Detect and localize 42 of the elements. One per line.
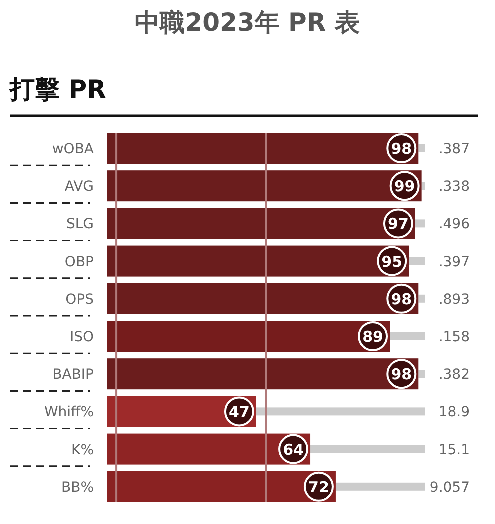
label: 97 xyxy=(383,208,414,239)
y-tick-label: BABIP xyxy=(52,367,94,384)
y-tick-label: SLG xyxy=(66,216,94,233)
label: 98 xyxy=(386,134,417,164)
text: 18.9 xyxy=(438,404,470,421)
y-tick-label: ISO xyxy=(70,330,94,346)
data-label: 98 xyxy=(391,140,412,158)
text: .397 xyxy=(438,254,470,270)
text: .496 xyxy=(438,216,470,233)
y-tick-label: Whiff% xyxy=(44,404,94,421)
label: 72 xyxy=(304,472,334,502)
text: .382 xyxy=(438,367,470,384)
text: 9.057 xyxy=(430,480,470,496)
y-tick-label: OPS xyxy=(66,292,94,308)
chart-subtitle: 打擊 PR xyxy=(9,75,106,104)
data-label: 98 xyxy=(391,366,412,384)
label: 99 xyxy=(390,171,420,202)
text: .893 xyxy=(438,292,470,308)
text: .158 xyxy=(438,330,470,346)
text: .338 xyxy=(438,179,470,196)
chart-title: 中職2023年 PR 表 xyxy=(135,8,360,37)
data-label: 72 xyxy=(308,478,330,496)
y-tick-label: OBP xyxy=(64,254,94,270)
data-label: 98 xyxy=(391,290,412,308)
data-label: 47 xyxy=(229,403,250,422)
data-label: 99 xyxy=(394,178,416,196)
y-tick-label: K% xyxy=(72,442,94,458)
label: 98 xyxy=(386,284,417,314)
data-label: 64 xyxy=(283,440,304,459)
label: 89 xyxy=(358,322,388,352)
y-tick-label: BB% xyxy=(61,480,94,496)
label: 47 xyxy=(224,396,254,427)
label: 95 xyxy=(377,246,408,276)
data-label: 89 xyxy=(362,328,384,346)
y-tick-label: AVG xyxy=(64,179,94,196)
y-tick-label: wOBA xyxy=(52,142,94,158)
text: 15.1 xyxy=(438,442,470,458)
data-label: 95 xyxy=(382,252,403,271)
data-label: 97 xyxy=(388,215,409,234)
label: 98 xyxy=(386,359,417,390)
text: .387 xyxy=(438,142,470,158)
label: 64 xyxy=(278,434,309,464)
